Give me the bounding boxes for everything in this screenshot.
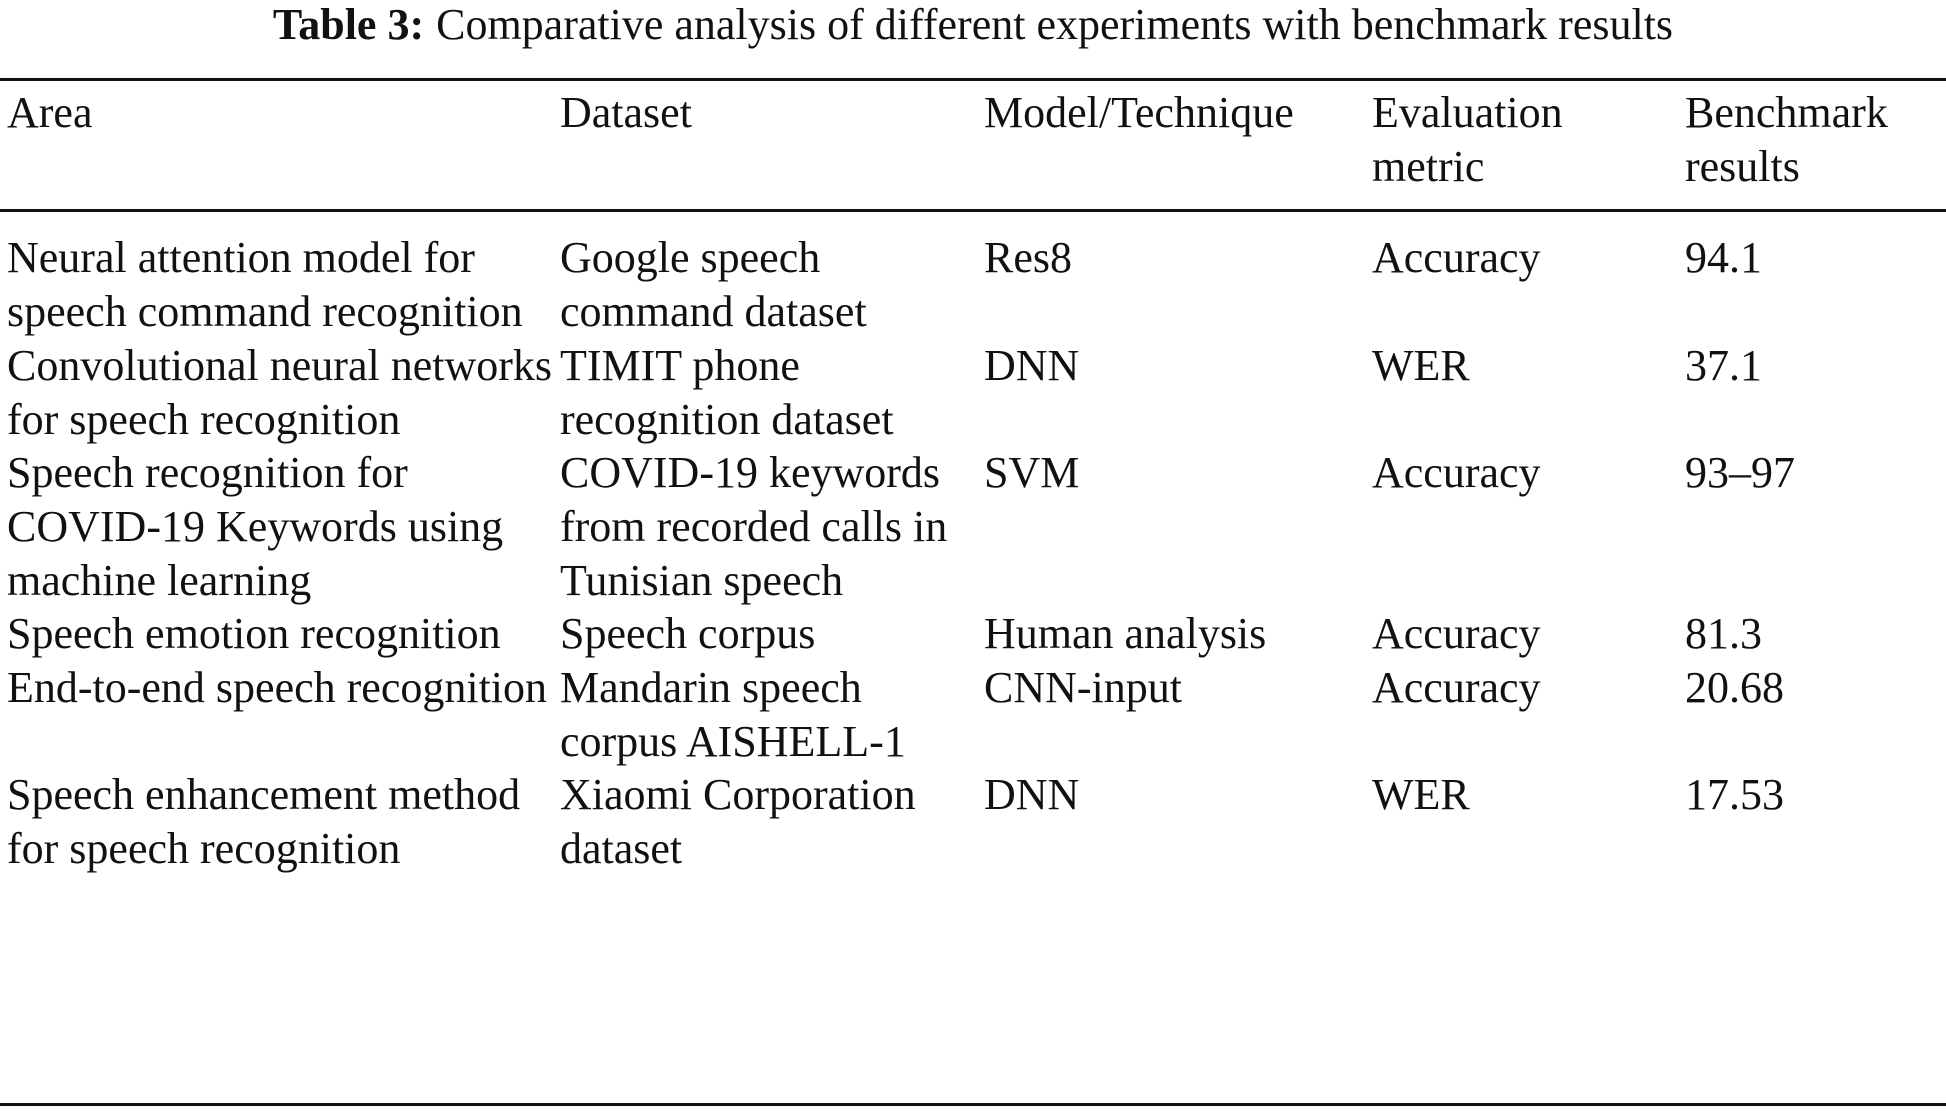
table-row: Speech recognition for COVID-19 Keywords…: [0, 446, 1946, 607]
cell-model: CNN-input: [984, 663, 1182, 713]
cell-area: Speech emotion recognition: [7, 609, 501, 659]
cell-metric: WER: [1372, 770, 1470, 820]
column-header-result: Benchmark results: [1685, 88, 1888, 191]
cell-dataset: Xiaomi Corporation dataset: [560, 770, 916, 874]
table-title: Comparative analysis of different experi…: [436, 0, 1674, 49]
cell-dataset: COVID-19 keywords from recorded calls in…: [560, 448, 948, 605]
table-row: Speech emotion recognition Speech corpus…: [0, 607, 1946, 661]
column-header-metric: Evaluation metric: [1372, 88, 1563, 191]
cell-metric: Accuracy: [1372, 448, 1541, 498]
cell-metric: WER: [1372, 340, 1470, 390]
cell-metric: Accuracy: [1372, 663, 1541, 713]
cell-area: Speech enhancement method for speech rec…: [7, 770, 521, 874]
column-header-dataset: Dataset: [560, 88, 692, 137]
cell-model: DNN: [984, 770, 1080, 820]
cell-dataset: Speech corpus: [560, 609, 816, 659]
column-header-model: Model/Technique: [984, 88, 1294, 137]
cell-result: 17.53: [1685, 770, 1784, 820]
cell-area: Speech recognition for COVID-19 Keywords…: [7, 448, 504, 605]
top-rule: [0, 78, 1946, 81]
cell-dataset: Google speech command dataset: [560, 233, 867, 337]
cell-metric: Accuracy: [1372, 609, 1541, 659]
cell-result: 37.1: [1685, 340, 1762, 390]
column-header-area: Area: [7, 88, 93, 137]
cell-result: 81.3: [1685, 609, 1762, 659]
table-row: Neural attention model for speech comman…: [0, 211, 1946, 338]
cell-area: End-to-end speech recognition: [7, 663, 548, 713]
header-row: Area Dataset Model/Technique Evaluation …: [0, 86, 1946, 211]
cell-result: 93–97: [1685, 448, 1795, 498]
cell-area: Neural attention model for speech comman…: [7, 233, 523, 337]
cell-result: 94.1: [1685, 233, 1762, 283]
cell-result: 20.68: [1685, 663, 1784, 713]
table-row: End-to-end speech recognition Mandarin s…: [0, 661, 1946, 768]
cell-area: Convolutional neural networks for speech…: [7, 340, 553, 444]
table-header: Area Dataset Model/Technique Evaluation …: [0, 86, 1946, 211]
table-row: Speech enhancement method for speech rec…: [0, 768, 1946, 875]
cell-model: DNN: [984, 340, 1080, 390]
cell-model: SVM: [984, 448, 1080, 498]
cell-metric: Accuracy: [1372, 233, 1541, 283]
header-rule: [0, 209, 1946, 212]
comparison-table: Area Dataset Model/Technique Evaluation …: [0, 86, 1946, 876]
table-caption: Table 3: Comparative analysis of differen…: [0, 0, 1946, 50]
cell-model: Human analysis: [984, 609, 1267, 659]
table-row: Convolutional neural networks for speech…: [0, 339, 1946, 446]
cell-model: Res8: [984, 233, 1072, 283]
cell-dataset: Mandarin speech corpus AISHELL-1: [560, 663, 906, 766]
bottom-rule: [0, 1103, 1946, 1106]
table-number: Table 3:: [272, 0, 425, 49]
cell-dataset: TIMIT phone recognition dataset: [560, 340, 894, 444]
table-body: Neural attention model for speech comman…: [0, 211, 1946, 875]
